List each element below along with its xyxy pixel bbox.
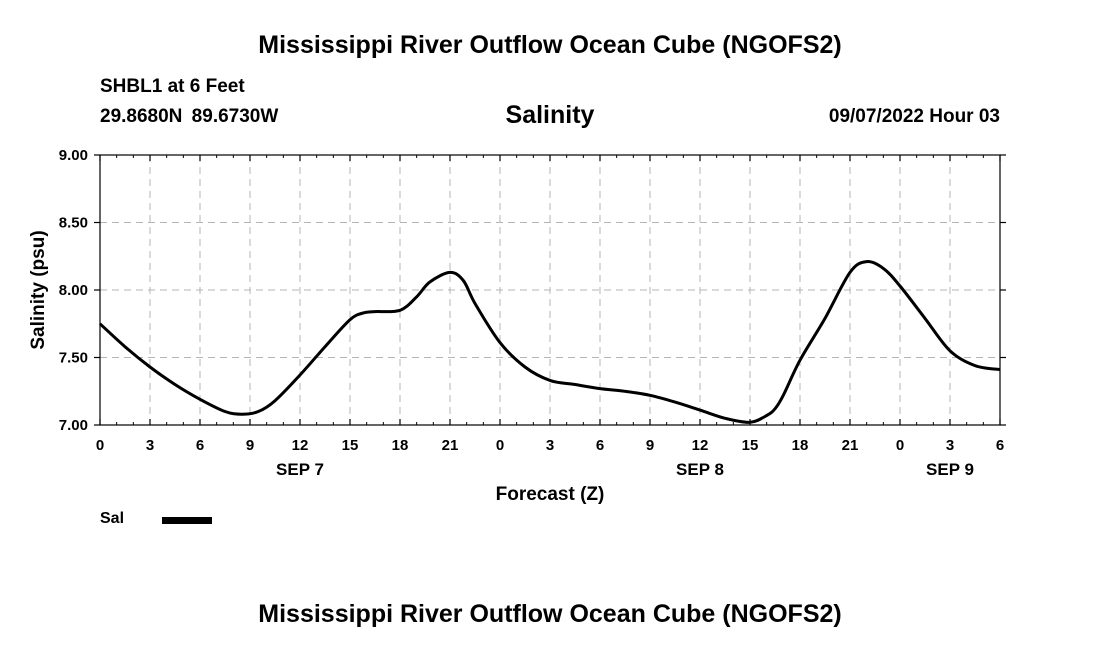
y-tick-label: 9.00: [59, 147, 88, 164]
x-tick-label: 18: [792, 437, 809, 454]
plot-frame: [99, 154, 1001, 426]
legend-label-sal: Sal: [100, 510, 125, 527]
day-label: SEP 8: [676, 460, 724, 479]
y-tick-label: 8.50: [59, 215, 88, 232]
y-tick-labels: 7.00 7.50 8.00 8.50 9.00: [59, 147, 88, 434]
x-tick-label: 6: [196, 437, 204, 454]
x-tick-label: 12: [692, 437, 709, 454]
x-tick-label: 3: [546, 437, 554, 454]
forecast-time: 09/07/2022 Hour 03: [828, 106, 1000, 127]
series-layer: [98, 260, 1001, 424]
x-tick-label: 0: [896, 437, 904, 454]
x-tick-label: 15: [342, 437, 359, 454]
station-name: SHBL1 at 6 Feet: [100, 76, 245, 97]
y-axis-label: Salinity (psu): [28, 230, 49, 349]
chart-title: Salinity: [505, 101, 595, 129]
x-tick-label: 3: [946, 437, 954, 454]
footer-title: Mississippi River Outflow Ocean Cube (NG…: [258, 600, 842, 628]
x-tick-label: 15: [742, 437, 759, 454]
x-axis-label: Forecast (Z): [496, 484, 605, 505]
y-tick-label: 7.00: [59, 417, 88, 434]
y-tick-label: 7.50: [59, 350, 88, 367]
x-tick-label: 6: [996, 437, 1004, 454]
day-label: SEP 9: [926, 460, 974, 479]
x-tick-labels: 0 3 6 9 12 15 18 21 0 3 6 9 12 15 18 21 0 3 6: [96, 437, 1004, 454]
x-tick-label: 6: [596, 437, 604, 454]
day-labels: SEP 7 SEP 8 SEP 9: [276, 460, 974, 479]
x-tick-label: 21: [442, 437, 459, 454]
main-title: Mississippi River Outflow Ocean Cube (NG…: [258, 31, 842, 59]
x-tick-label: 3: [146, 437, 154, 454]
legend-swatch-sal: [162, 517, 212, 524]
grid: [100, 155, 1000, 425]
x-tick-label: 0: [96, 437, 104, 454]
station-coordinates: 29.8680N 89.6730W: [100, 106, 279, 127]
x-tick-label: 9: [246, 437, 254, 454]
x-tick-label: 21: [842, 437, 859, 454]
series-line-sal: [98, 260, 1001, 424]
y-tick-label: 8.00: [59, 282, 88, 299]
x-tick-label: 0: [496, 437, 504, 454]
x-tick-label: 12: [292, 437, 309, 454]
x-tick-label: 9: [646, 437, 654, 454]
x-tick-label: 18: [392, 437, 409, 454]
day-label: SEP 7: [276, 460, 324, 479]
